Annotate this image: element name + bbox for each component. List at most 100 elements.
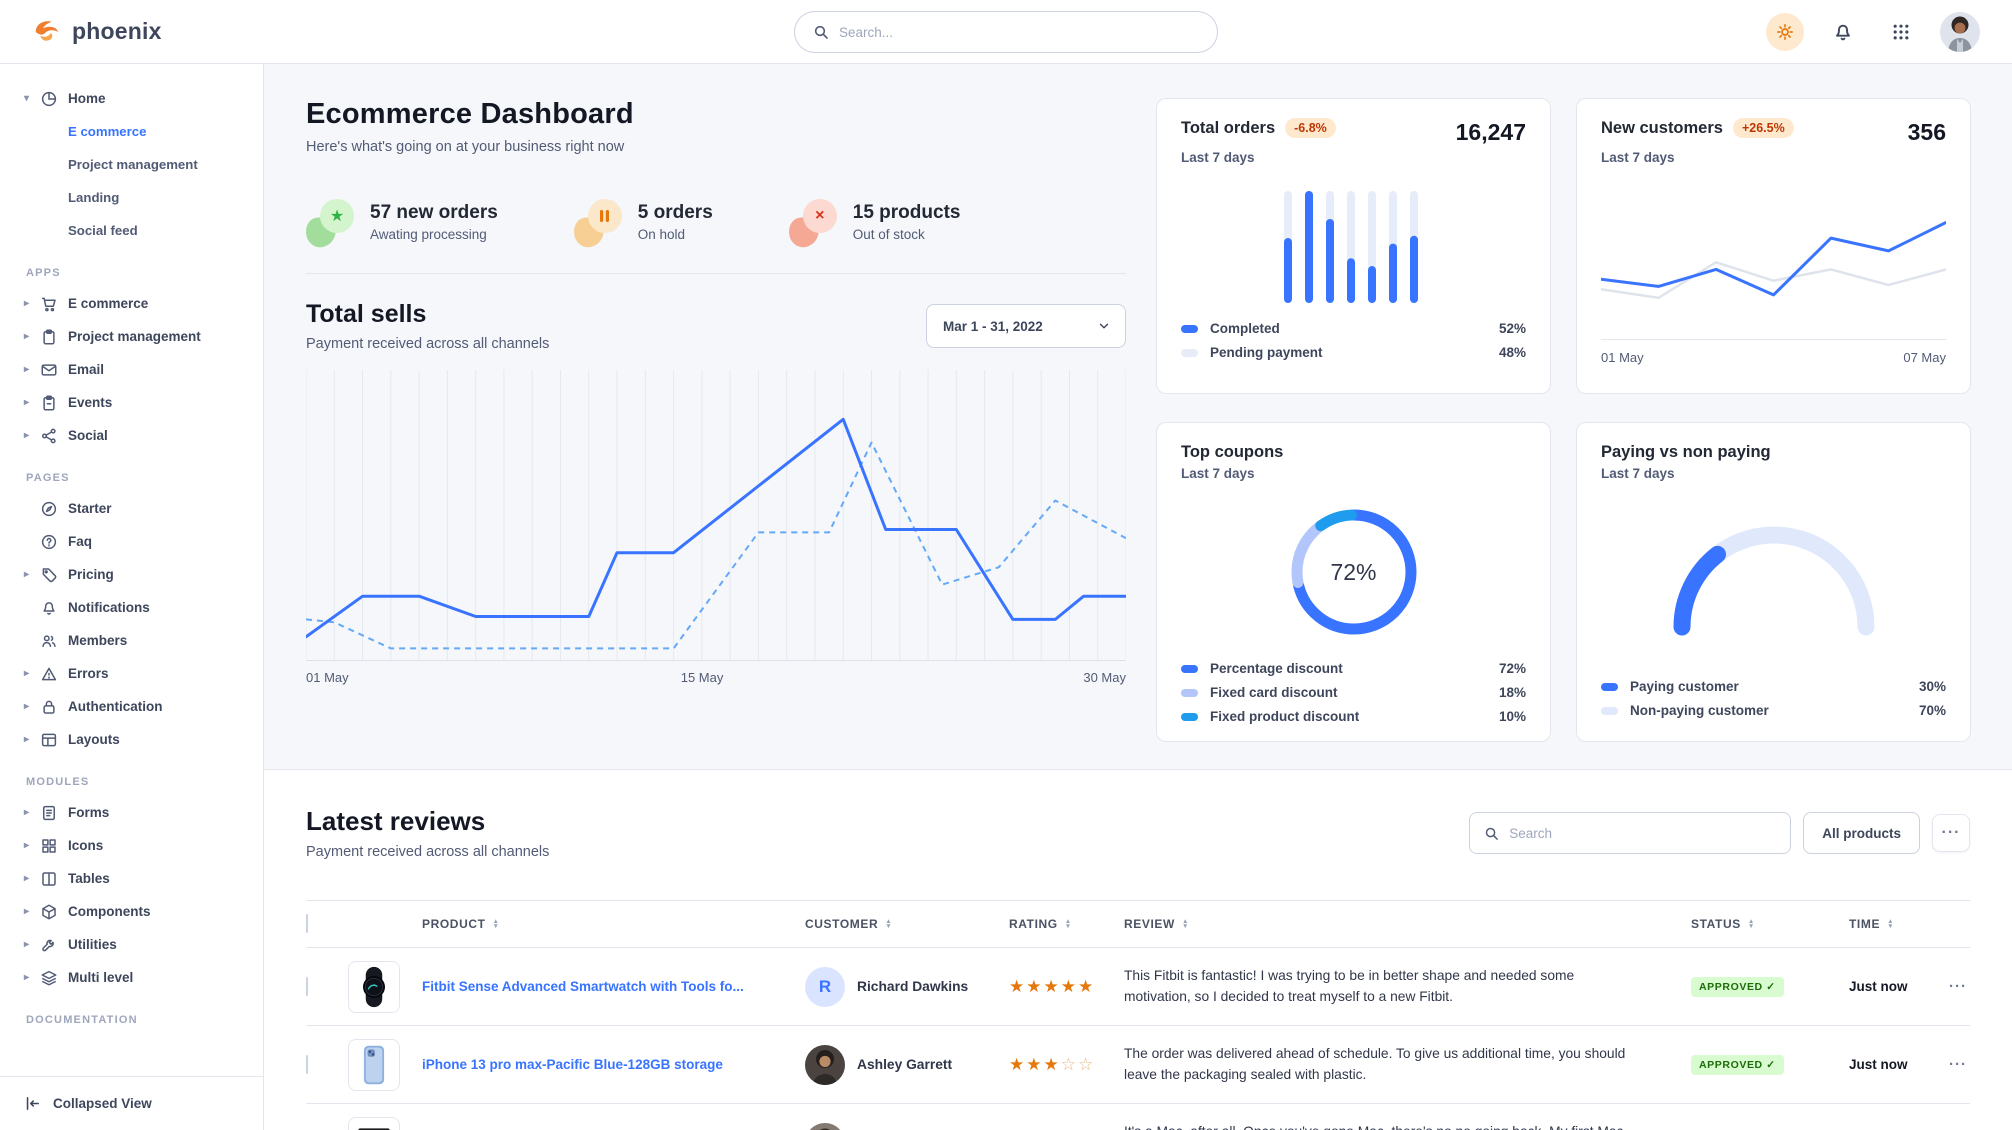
sidebar-item-ecommerce[interactable]: E commerce — [68, 124, 147, 139]
sort-icon: ▲ ▼ — [885, 917, 893, 930]
share-nodes-icon — [40, 427, 58, 445]
select-all-checkbox[interactable] — [306, 914, 308, 933]
column-header-time[interactable]: TIME ▲ ▼ — [1849, 917, 1895, 931]
sidebar-item-starter[interactable]: ▸ Starter — [24, 492, 243, 525]
stat-value: 57 new orders — [370, 202, 498, 223]
product-image-iphone[interactable] — [348, 1038, 400, 1091]
sidebar-item-label: Home — [68, 91, 106, 106]
table-row: It's a Mac, after all. Once you've gone … — [306, 1104, 1970, 1130]
sidebar-item-email[interactable]: ▸ Email — [24, 353, 243, 386]
sidebar-item-tables[interactable]: ▸ Tables — [24, 862, 243, 895]
layout-icon — [40, 731, 58, 749]
product-link[interactable]: iPhone 13 pro max-Pacific Blue-128GB sto… — [422, 1057, 723, 1072]
sidebar-item-layouts[interactable]: ▸ Layouts — [24, 723, 243, 756]
all-products-button[interactable]: All products — [1803, 812, 1920, 854]
sidebar-item-label: Icons — [68, 838, 104, 853]
cart-icon — [40, 295, 58, 313]
chevron-down-icon — [1097, 319, 1111, 333]
reviews-more-button[interactable]: ··· — [1932, 814, 1970, 852]
file-text-icon — [40, 804, 58, 822]
grid-squares-icon — [40, 837, 58, 855]
product-image-macbook[interactable] — [348, 1116, 400, 1130]
legend-label: Percentage discount — [1210, 661, 1343, 676]
card-period: Last 7 days — [1601, 466, 1675, 481]
search-input[interactable] — [839, 24, 1199, 40]
chevron-right-icon: ▸ — [24, 430, 30, 441]
warning-triangle-icon — [40, 665, 58, 683]
sidebar-item-label: Events — [68, 395, 113, 410]
sidebar-item-utilities[interactable]: ▸ Utilities — [24, 928, 243, 961]
date-range-select[interactable]: Mar 1 - 31, 2022 — [926, 304, 1126, 348]
row-checkbox[interactable] — [306, 1054, 308, 1074]
sidebar-item-home[interactable]: ▾ Home — [24, 82, 243, 115]
paying-gauge-chart — [1601, 517, 1946, 639]
sidebar-item-ecommerce-app[interactable]: ▸ E commerce — [24, 287, 243, 320]
column-header-product[interactable]: PRODUCT ▲ ▼ — [422, 917, 500, 931]
total-orders-card: Total orders -6.8% 16,247 Last 7 days Co… — [1156, 98, 1551, 394]
sidebar-item-faq[interactable]: ▸ Faq — [24, 525, 243, 558]
compass-icon — [40, 500, 58, 518]
sidebar-item-multi-level[interactable]: ▸ Multi level — [24, 961, 243, 994]
sun-icon — [1776, 23, 1794, 41]
column-header-rating[interactable]: RATING ▲ ▼ — [1009, 917, 1072, 931]
card-title: Total orders — [1181, 119, 1276, 137]
page-title: Ecommerce Dashboard — [306, 98, 634, 130]
sidebar-item-pricing[interactable]: ▸ Pricing — [24, 558, 243, 591]
customer-avatar-photo[interactable] — [805, 1044, 845, 1085]
legend-value: 52% — [1498, 321, 1526, 336]
customer-avatar-photo[interactable] — [805, 1122, 845, 1130]
bell-icon — [40, 599, 58, 617]
column-header-status[interactable]: STATUS ▲ ▼ — [1691, 917, 1755, 931]
column-header-customer[interactable]: CUSTOMER ▲ ▼ — [805, 917, 893, 931]
customer-name: Ashley Garrett — [857, 1056, 953, 1072]
column-header-review[interactable]: REVIEW ▲ ▼ — [1124, 917, 1189, 931]
sidebar-item-members[interactable]: ▸ Members — [24, 624, 243, 657]
legend-pending: Pending payment 48% — [1181, 345, 1526, 360]
row-more-button[interactable]: ··· — [1949, 1055, 1967, 1073]
donut-center-value: 72% — [1330, 558, 1377, 585]
reviews-table: PRODUCT ▲ ▼ CUSTOMER ▲ ▼ RATING ▲ ▼ REVIEW ▲ ▼ S… — [306, 900, 1970, 1130]
customer-avatar-initial[interactable]: R — [805, 966, 845, 1007]
global-search[interactable] — [794, 11, 1218, 53]
table-row: Fitbit Sense Advanced Smartwatch with To… — [306, 948, 1970, 1026]
card-period: Last 7 days — [1181, 150, 1255, 165]
kpi-cards: Total orders -6.8% 16,247 Last 7 days Co… — [1156, 98, 1971, 769]
sidebar-item-events[interactable]: ▸ Events — [24, 386, 243, 419]
product-link[interactable]: Fitbit Sense Advanced Smartwatch with To… — [422, 979, 744, 994]
quick-stats: ★ 57 new orders Awating processing 5 ord… — [303, 199, 1126, 274]
stat-new-orders: ★ 57 new orders Awating processing — [303, 199, 498, 250]
sort-icon: ▲ ▼ — [1064, 917, 1072, 930]
reviews-search-input[interactable] — [1509, 825, 1777, 841]
theme-toggle-button[interactable] — [1766, 12, 1804, 51]
sidebar-item-notifications[interactable]: ▸ Notifications — [24, 591, 243, 624]
table-header-row: PRODUCT ▲ ▼ CUSTOMER ▲ ▼ RATING ▲ ▼ REVIEW ▲ ▼ S… — [306, 900, 1970, 948]
sidebar-item-label: Layouts — [68, 732, 120, 747]
sidebar-item-landing[interactable]: Landing — [68, 190, 120, 205]
sidebar-item-label: Email — [68, 362, 105, 377]
sidebar-item-project-management[interactable]: Project management — [68, 157, 198, 172]
brand-logo[interactable]: phoenix — [32, 17, 162, 47]
notifications-button[interactable] — [1824, 13, 1862, 51]
row-checkbox[interactable] — [306, 976, 308, 996]
sidebar-item-components[interactable]: ▸ Components — [24, 895, 243, 928]
wrench-icon — [40, 936, 58, 954]
sidebar-item-forms[interactable]: ▸ Forms — [24, 796, 243, 829]
product-image-smartwatch[interactable] — [348, 960, 400, 1013]
sidebar-item-social[interactable]: ▸ Social — [24, 419, 243, 452]
sidebar-item-errors[interactable]: ▸ Errors — [24, 657, 243, 690]
sidebar-item-label: Errors — [68, 666, 109, 681]
sidebar-item-label: Forms — [68, 805, 110, 820]
user-avatar[interactable] — [1940, 11, 1980, 52]
sidebar-item-icons[interactable]: ▸ Icons — [24, 829, 243, 862]
reviews-search[interactable] — [1469, 812, 1792, 854]
sidebar-item-label: Members — [68, 633, 128, 648]
row-more-button[interactable]: ··· — [1949, 977, 1967, 995]
sidebar-item-social-feed[interactable]: Social feed — [68, 223, 138, 238]
legend-completed: Completed 52% — [1181, 321, 1526, 336]
sidebar-item-project-management-app[interactable]: ▸ Project management — [24, 320, 243, 353]
review-text: The order was delivered ahead of schedul… — [1124, 1045, 1626, 1082]
apps-grid-button[interactable] — [1882, 13, 1920, 51]
collapse-sidebar-button[interactable]: Collapsed View — [0, 1076, 263, 1130]
rating-stars: ★★★☆☆ — [1009, 1054, 1096, 1074]
sidebar-item-authentication[interactable]: ▸ Authentication — [24, 690, 243, 723]
